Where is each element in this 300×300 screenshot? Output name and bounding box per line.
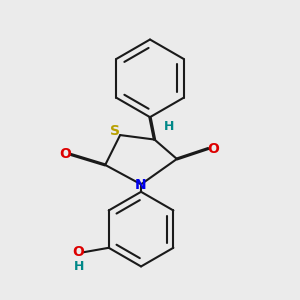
Text: O: O	[72, 245, 84, 259]
Text: S: S	[110, 124, 120, 139]
Text: H: H	[164, 120, 174, 134]
Text: O: O	[208, 142, 220, 155]
Text: H: H	[74, 260, 84, 273]
Text: O: O	[60, 148, 71, 161]
Text: N: N	[135, 178, 147, 192]
